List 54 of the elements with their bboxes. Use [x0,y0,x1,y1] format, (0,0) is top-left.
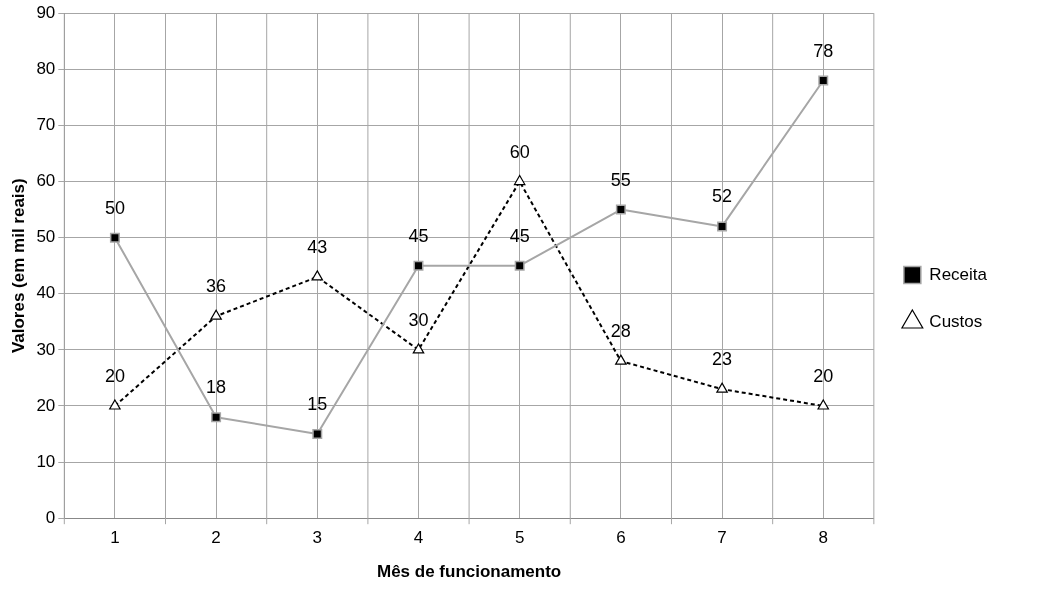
point [211,412,222,423]
x-tick-label: 1 [110,528,120,548]
data-label: 15 [307,394,328,414]
point [109,232,120,243]
point [716,382,728,393]
x-tick-label: 3 [312,528,323,548]
data-label: 18 [206,377,227,398]
x-tick-label: 6 [616,528,626,548]
point [514,260,525,271]
point [817,399,830,410]
y-tick-label: 20 [36,395,56,415]
point [109,399,121,410]
x-tick-label: 7 [717,528,727,548]
data-label: 52 [712,186,733,207]
data-label: 20 [813,365,834,386]
point [513,174,526,186]
x-axis-title: Mês de funcionamento [376,562,562,582]
point [312,429,323,440]
y-tick-label: 90 [36,2,56,22]
y-tick-label: 10 [36,451,56,471]
point [818,75,829,86]
data-label: 50 [104,197,125,218]
point [210,309,222,320]
data-label: 23 [712,349,733,370]
point [412,343,425,354]
y-tick-label: 30 [36,339,56,359]
legend-label: Receita [929,264,988,284]
point [717,221,728,232]
data-label: 45 [408,225,429,246]
data-label: 60 [509,141,530,162]
data-label: 45 [509,225,530,246]
y-axis-title: Valores (em mil reais) [8,178,28,354]
x-tick-label: 4 [413,528,424,548]
y-tick-label: 80 [36,59,56,78]
x-tick-label: 2 [211,528,221,548]
data-label: 78 [813,40,834,61]
legend-label: Custos [929,311,983,331]
x-tick-label: 5 [514,528,525,548]
point [413,260,424,271]
data-label: 36 [206,276,227,297]
data-label: 30 [408,309,429,330]
y-tick-label: 60 [36,171,56,191]
point [311,270,324,281]
data-label: 55 [610,169,631,190]
y-tick-label: 70 [36,115,56,135]
data-label: 28 [610,321,631,342]
point [615,354,627,365]
y-tick-label: 40 [36,283,56,303]
point [615,204,626,215]
data-label: 43 [307,236,328,257]
y-tick-label: 0 [45,507,56,527]
x-tick-label: 8 [818,528,828,548]
data-label: 20 [104,365,125,386]
y-tick-label: 50 [36,227,56,247]
